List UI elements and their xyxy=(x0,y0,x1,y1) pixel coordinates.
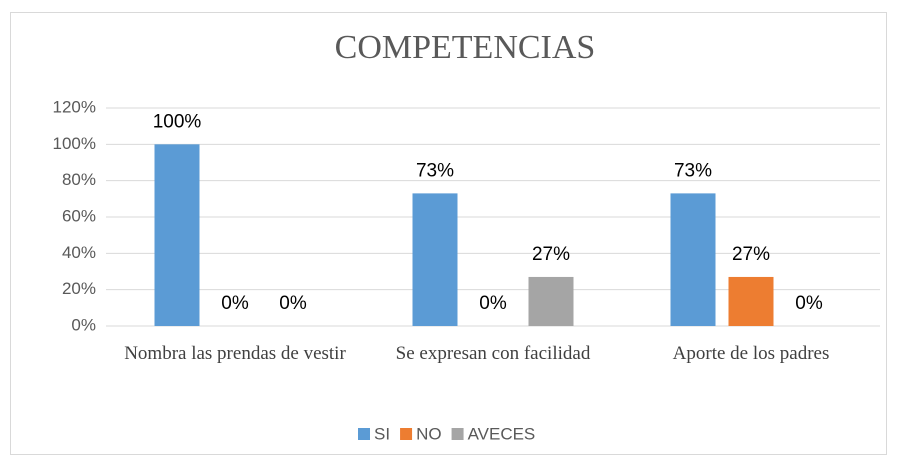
bar xyxy=(728,276,774,326)
legend-swatch xyxy=(358,428,370,440)
data-label: 0% xyxy=(279,293,307,314)
bar xyxy=(412,193,458,326)
x-tick-label: Aporte de los padres xyxy=(672,343,830,364)
legend-label: SI xyxy=(374,424,390,443)
bar xyxy=(528,276,574,326)
y-tick-label: 0% xyxy=(71,315,96,334)
y-tick-label: 100% xyxy=(53,134,96,153)
data-label: 27% xyxy=(732,244,770,265)
data-label: 0% xyxy=(795,293,823,314)
data-label: 27% xyxy=(532,244,570,265)
data-label: 0% xyxy=(479,293,507,314)
y-tick-label: 40% xyxy=(62,243,96,262)
data-label: 100% xyxy=(153,111,202,132)
y-tick-label: 120% xyxy=(53,97,96,116)
legend-swatch xyxy=(400,428,413,440)
bar xyxy=(670,193,716,326)
bar xyxy=(154,144,200,326)
x-tick-label: Nombra las prendas de vestir xyxy=(124,343,346,364)
y-tick-label: 80% xyxy=(62,170,96,189)
y-tick-label: 60% xyxy=(62,206,96,225)
data-label: 73% xyxy=(674,160,712,181)
chart-title: COMPETENCIAS xyxy=(335,29,596,66)
data-label: 0% xyxy=(221,293,249,314)
data-label: 73% xyxy=(416,160,454,181)
y-tick-label: 20% xyxy=(62,279,96,298)
legend-label: AVECES xyxy=(468,424,536,443)
x-tick-label: Se expresan con facilidad xyxy=(395,343,591,364)
legend-swatch xyxy=(451,428,464,440)
legend-label: NO xyxy=(416,424,442,443)
